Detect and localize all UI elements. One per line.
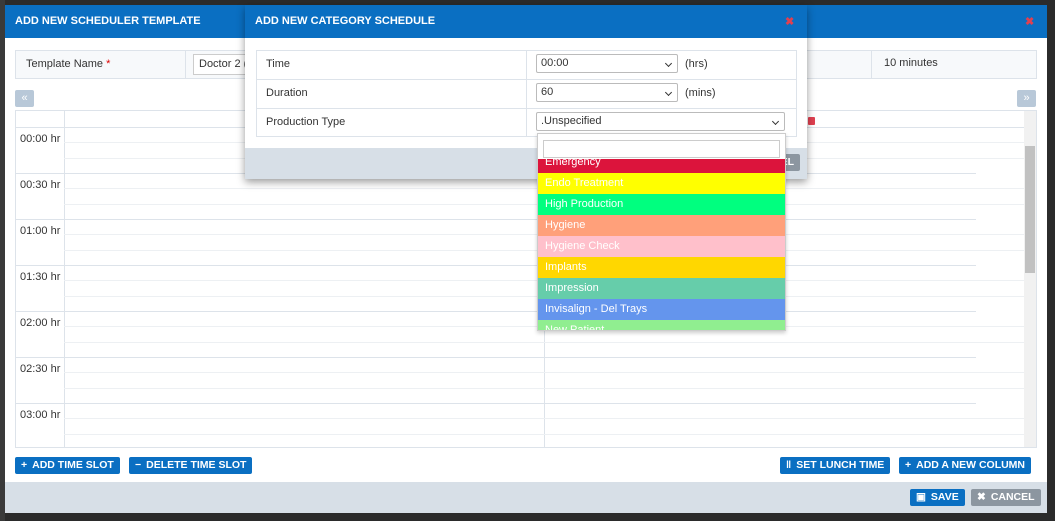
- dropdown: Emergency Endo Treatment High Production Hy…: [537, 133, 786, 331]
- option[interactable]: Implants: [538, 257, 785, 278]
- row-line: [64, 387, 1024, 389]
- row-line: [16, 311, 976, 312]
- modal-title: ADD NEW SCHEDULER TEMPLATE: [15, 15, 201, 27]
- prev-button[interactable]: «: [15, 90, 34, 107]
- dialog-close[interactable]: ✖: [785, 16, 795, 28]
- label: Template Name: [26, 58, 104, 70]
- row-line: [64, 433, 1024, 435]
- delete-icon[interactable]: [808, 117, 815, 125]
- option[interactable]: Invisalign - Del Trays: [538, 299, 785, 320]
- row-line: [64, 341, 1024, 343]
- row-line: [16, 265, 976, 266]
- select[interactable]: 00:00: [536, 54, 678, 73]
- time-label: 01:30 hr: [20, 271, 61, 283]
- add-column[interactable]: + ADD A NEW COLUMN: [899, 457, 1032, 474]
- time-label: 00:00 hr: [20, 133, 61, 145]
- option[interactable]: Hygiene Check: [538, 236, 785, 257]
- row-line: [64, 418, 1024, 420]
- time-label: 01:00 hr: [20, 225, 61, 237]
- dialog-form: Time 00:00 (hrs) Duration 60 (mins) Production…: [256, 50, 797, 137]
- row-line: [16, 219, 976, 220]
- form-label: Time: [266, 58, 291, 70]
- row-line: [16, 403, 976, 404]
- row-line: [16, 357, 976, 358]
- name-input[interactable]: Doctor 2 (: [193, 54, 253, 75]
- select[interactable]: 60: [536, 83, 678, 102]
- option[interactable]: High Production: [538, 194, 785, 215]
- option[interactable]: Hygiene: [538, 215, 785, 236]
- set-lunch-time[interactable]: ǁ SET LUNCH TIME: [780, 457, 891, 474]
- save-button[interactable]: ▣ SAVE: [910, 489, 965, 506]
- unit: (hrs): [685, 58, 708, 70]
- time-label: 00:30 hr: [20, 179, 61, 191]
- backdrop: [0, 0, 5, 521]
- form-line: [256, 79, 797, 80]
- delete-time-slot[interactable]: − DELETE TIME SLOT: [129, 457, 253, 474]
- scroll-thumb[interactable]: [1025, 146, 1035, 273]
- select[interactable]: .Unspecified: [536, 112, 785, 131]
- search-input[interactable]: [543, 140, 780, 158]
- option[interactable]: New Patient: [538, 320, 785, 330]
- cancel-button[interactable]: ✖ CANCEL: [971, 489, 1041, 506]
- time-label: 02:30 hr: [20, 363, 61, 375]
- option[interactable]: Impression: [538, 278, 785, 299]
- add-time-slot[interactable]: + ADD TIME SLOT: [15, 457, 120, 474]
- unit: (mins): [685, 87, 716, 99]
- row-line: [64, 372, 1024, 374]
- next-button[interactable]: »: [1017, 90, 1036, 107]
- form-label: Duration: [266, 87, 308, 99]
- modal-footer: [5, 482, 1047, 513]
- option[interactable]: Endo Treatment: [538, 173, 785, 194]
- form-line: [256, 108, 797, 109]
- dialog-title: ADD NEW CATEGORY SCHEDULE: [255, 15, 436, 27]
- form-divider: [526, 50, 527, 137]
- dialog-header: ADD NEW CATEGORY SCHEDULE: [245, 5, 807, 38]
- time-label: 03:00 hr: [20, 409, 61, 421]
- required: *: [106, 58, 111, 70]
- close-button[interactable]: ✖: [1025, 16, 1035, 28]
- interval: 10 minutes: [884, 57, 938, 69]
- form-label: Production Type: [266, 116, 346, 128]
- time-label: 02:00 hr: [20, 317, 61, 329]
- option[interactable]: Emergency: [538, 159, 785, 173]
